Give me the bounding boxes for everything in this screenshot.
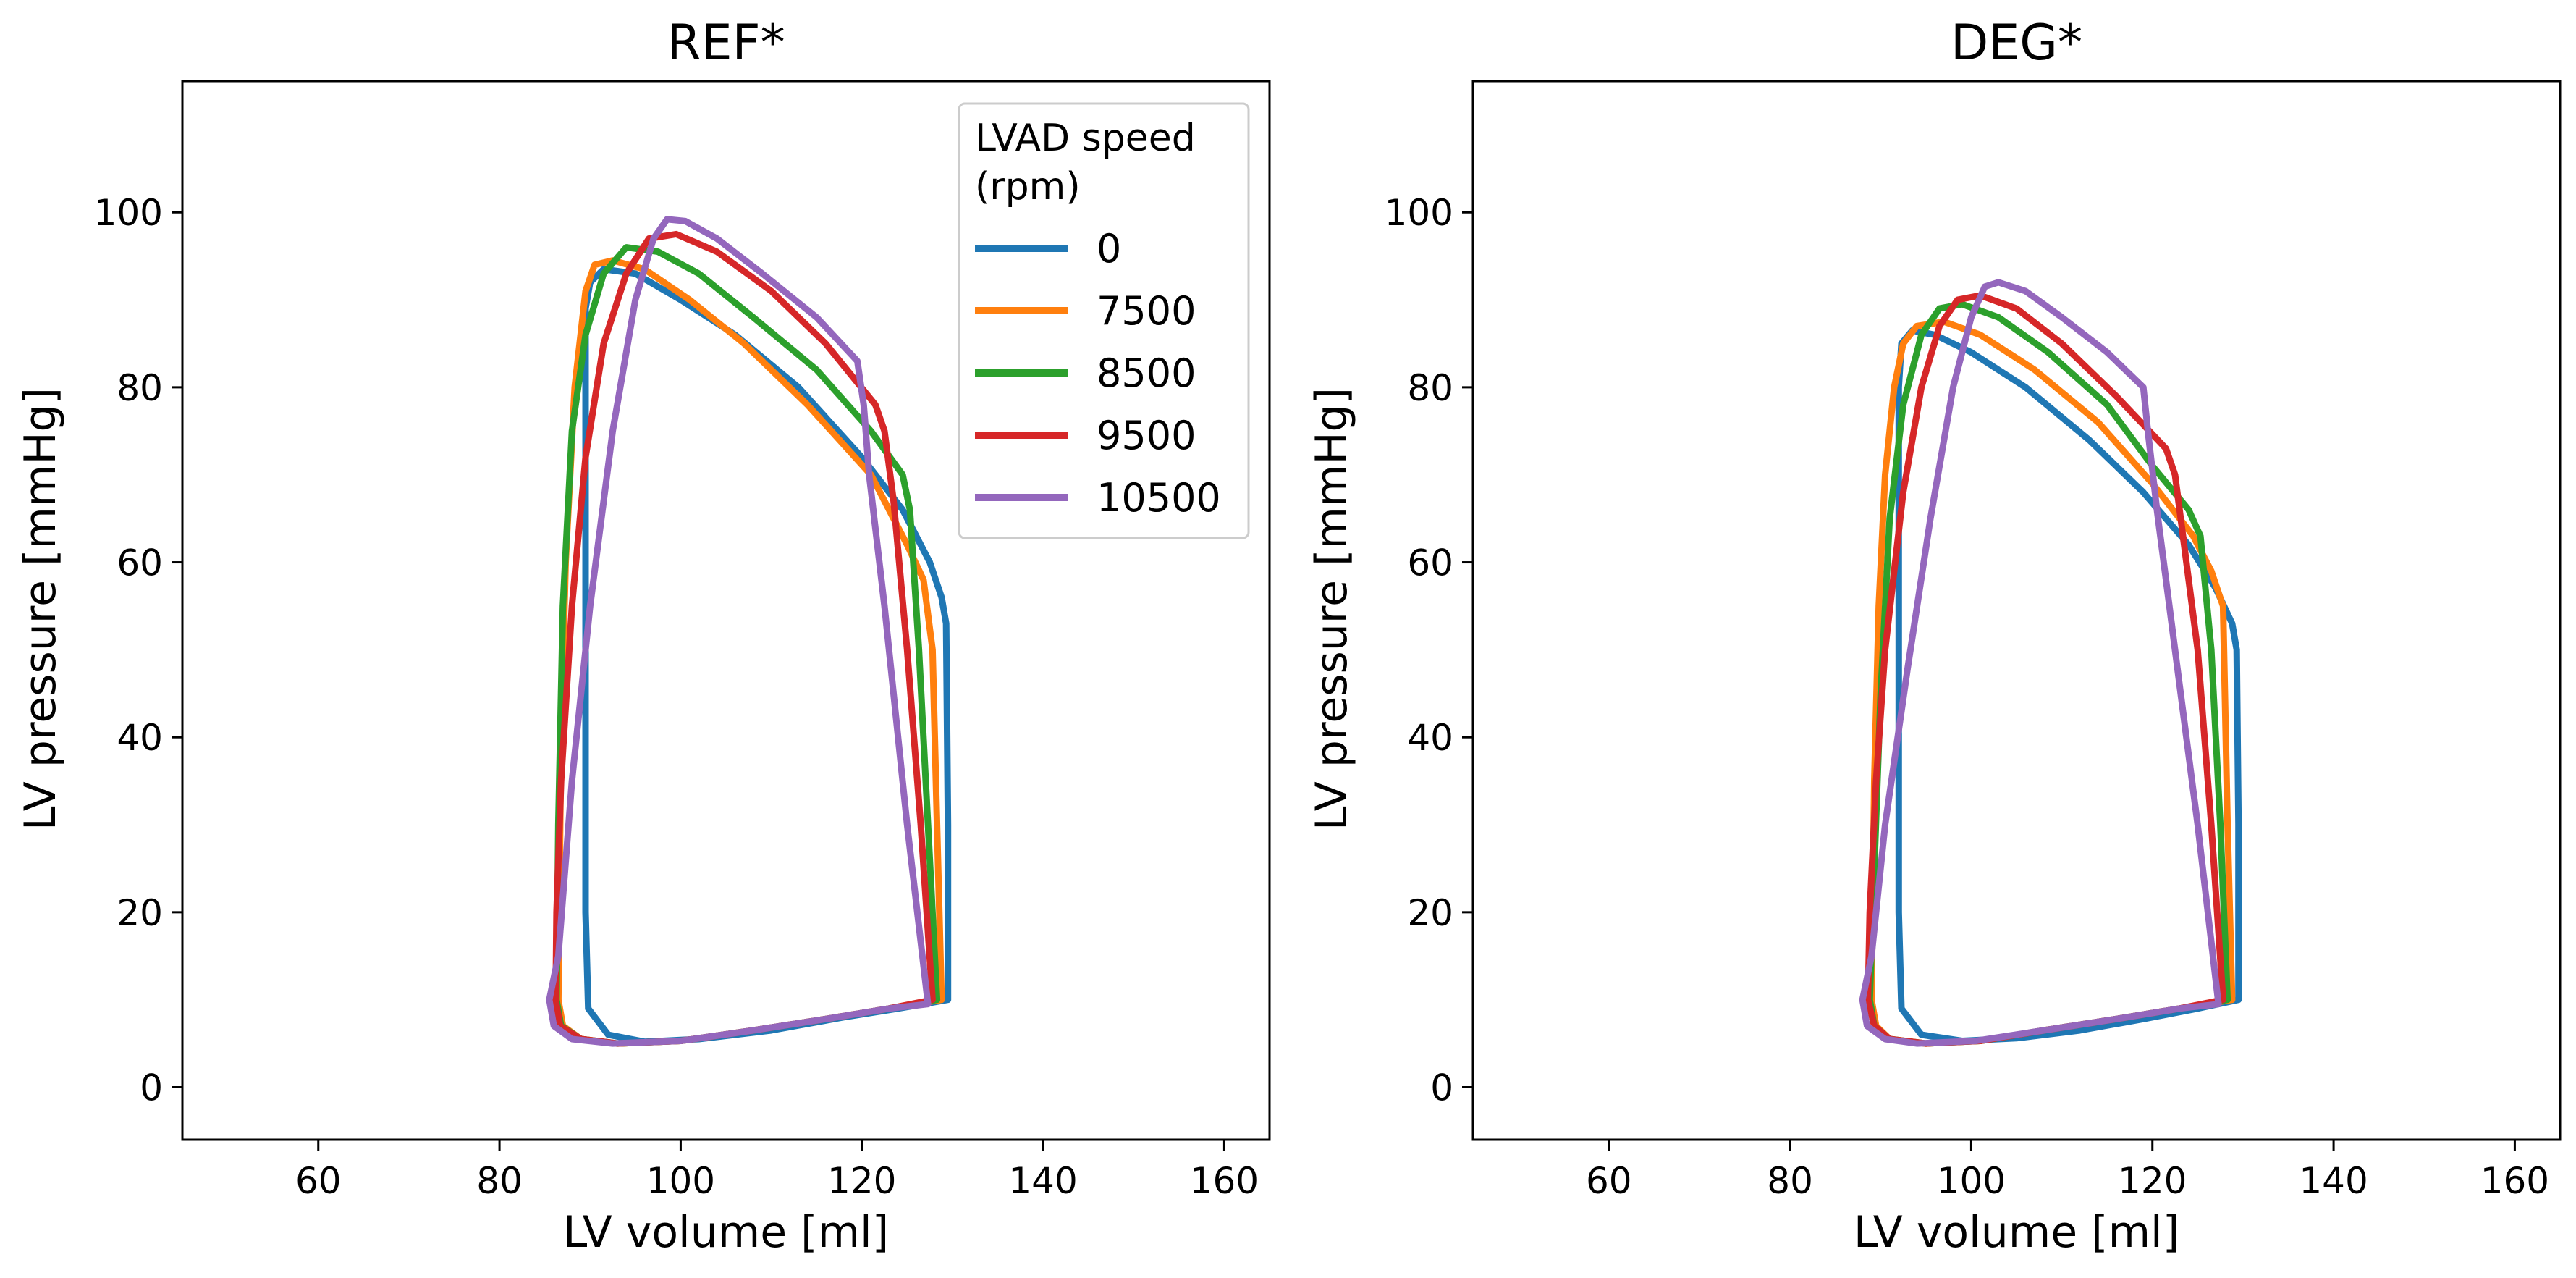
x-tick-label: 120 [2118,1160,2187,1202]
x-tick-label: 160 [1190,1160,1259,1202]
legend-label: 10500 [1097,475,1221,521]
y-tick-label: 80 [117,367,163,409]
axes-frame [1471,80,2562,1141]
chart-title: DEG* [1951,14,2082,72]
y-tick-label: 100 [94,192,163,234]
y-axis-label: LV pressure [mmHg] [1306,387,1357,831]
y-tick-label: 40 [1407,717,1453,759]
x-tick-label: 60 [295,1160,342,1202]
y-tick-label: 60 [1407,542,1453,584]
y-tick-label: 0 [140,1067,163,1109]
x-tick-label: 140 [1008,1160,1077,1202]
x-tick-label: 60 [1586,1160,1632,1202]
legend-label: 8500 [1097,350,1196,396]
x-tick-label: 140 [2299,1160,2368,1202]
legend-entry: 7500 [975,288,1196,334]
legend-entry: 8500 [975,350,1196,396]
chart-title: REF* [667,14,785,72]
legend-title-line-2: (rpm) [975,165,1081,209]
legend-entry: 0 [975,226,1121,272]
axes-frame [181,80,1271,1141]
y-tick-label: 80 [1407,367,1453,409]
legend-label: 0 [1097,226,1121,272]
y-tick-label: 20 [117,892,163,934]
legend-title-line-1: LVAD speed [975,117,1196,160]
y-tick-label: 0 [1430,1067,1453,1109]
x-tick-label: 100 [646,1160,715,1202]
x-tick-label: 160 [2480,1160,2549,1202]
x-tick-label: 100 [1937,1160,2006,1202]
x-tick-label: 120 [827,1160,896,1202]
x-tick-label: 80 [1767,1160,1813,1202]
legend-title: LVAD speed (rpm) [975,117,1207,209]
legend: LVAD speed (rpm) 0 7500 8500 9500 105 [958,102,1250,539]
y-tick-label: 60 [117,542,163,584]
y-axis-label: LV pressure [mmHg] [15,387,66,831]
legend-label: 9500 [1097,413,1196,458]
chart-panel-deg: DEG* LV volume [ml] LV pressure [mmHg] 6… [1306,14,2562,1258]
series-line-10500 [546,216,932,1047]
x-axis-label: LV volume [ml] [1854,1207,2179,1258]
legend-entry: 9500 [975,413,1196,458]
x-axis-label: LV volume [ml] [563,1207,889,1258]
legend-box [958,102,1250,539]
series-line-10500 [1859,279,2222,1047]
y-tick-label: 100 [1385,192,1453,234]
chart-panel-ref: REF* LV volume [ml] LV pressure [mmHg] L… [15,14,1271,1258]
plot-area [1859,279,2242,1047]
legend-label: 7500 [1097,288,1196,334]
legend-entry: 10500 [975,475,1221,521]
x-tick-label: 80 [476,1160,523,1202]
plot-area [546,216,952,1047]
y-tick-label: 20 [1407,892,1453,934]
y-tick-label: 40 [117,717,163,759]
